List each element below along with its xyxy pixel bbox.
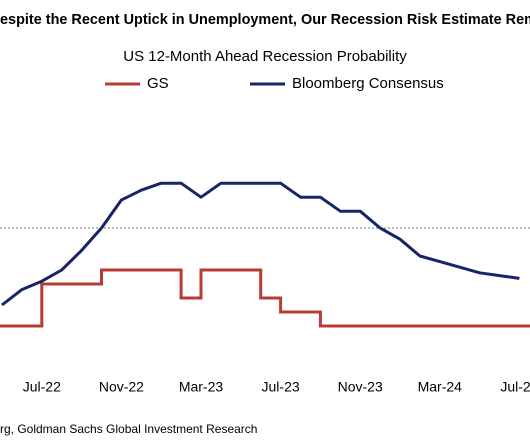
x-tick-label: Nov-23 <box>338 379 383 395</box>
x-tick-label: Mar-23 <box>179 379 224 395</box>
legend-label: Bloomberg Consensus <box>292 75 444 92</box>
x-tick-label: Jul-24 <box>500 379 530 395</box>
x-tick-label: Nov-22 <box>99 379 144 395</box>
legend-label: GS <box>147 75 169 92</box>
series-line <box>1 181 520 307</box>
plot-area <box>0 181 530 328</box>
x-tick-label: Jul-22 <box>23 379 61 395</box>
x-tick-label: Jul-23 <box>262 379 300 395</box>
x-tick-label: Mar-24 <box>418 379 463 395</box>
chart-title: espite the Recent Uptick in Unemployment… <box>0 11 530 28</box>
source-note: rg, Goldman Sachs Global Investment Rese… <box>0 422 257 436</box>
chart-subtitle: US 12-Month Ahead Recession Probability <box>123 48 407 65</box>
